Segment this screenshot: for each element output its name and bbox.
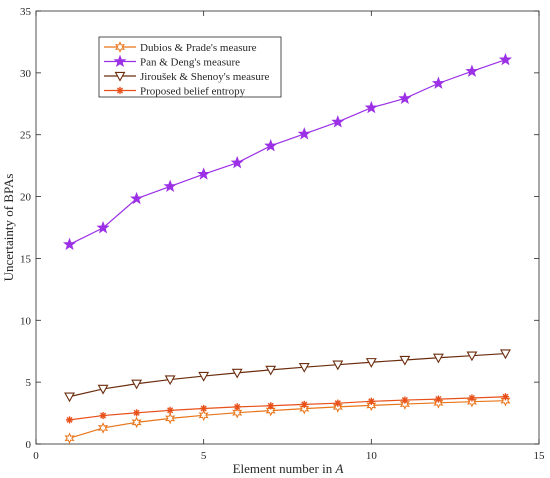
x-tick-label: 0 bbox=[33, 450, 39, 462]
data-point-series-0 bbox=[165, 412, 176, 425]
y-tick-label: 10 bbox=[20, 315, 32, 327]
data-point-series-0 bbox=[131, 416, 142, 429]
y-tick-label: 15 bbox=[20, 253, 32, 265]
y-tick-label: 5 bbox=[26, 377, 32, 389]
data-point-series-2 bbox=[265, 365, 277, 376]
data-point-series-2 bbox=[97, 384, 109, 395]
y-tick-label: 20 bbox=[20, 192, 32, 204]
data-point-series-1 bbox=[63, 237, 77, 251]
legend-label: Pan & Deng's measure bbox=[140, 57, 240, 69]
legend-marker bbox=[114, 41, 126, 53]
data-point-series-2 bbox=[332, 360, 344, 371]
legend-label: Dubios & Prade's measure bbox=[140, 42, 257, 54]
data-point-series-1 bbox=[163, 179, 177, 192]
data-point-series-0 bbox=[466, 395, 477, 408]
legend-label: Proposed belief entropy bbox=[140, 86, 246, 98]
data-point-series-3 bbox=[300, 400, 308, 409]
data-point-series-0 bbox=[265, 404, 276, 417]
data-point-series-3 bbox=[334, 399, 342, 407]
series-line-2 bbox=[69, 352, 506, 398]
data-point-series-3 bbox=[166, 406, 174, 414]
data-point-series-3 bbox=[501, 393, 510, 401]
y-tick-label: 0 bbox=[26, 439, 32, 451]
series-line-3 bbox=[69, 396, 506, 421]
data-point-series-2 bbox=[432, 353, 444, 364]
data-point-series-0 bbox=[500, 394, 511, 407]
data-point-series-3 bbox=[133, 409, 141, 417]
data-point-series-2 bbox=[64, 392, 75, 403]
data-point-series-1 bbox=[398, 91, 412, 105]
x-tick-label: 5 bbox=[201, 450, 207, 462]
data-point-series-3 bbox=[434, 395, 442, 403]
data-point-series-2 bbox=[466, 351, 478, 362]
y-tick-label: 25 bbox=[20, 130, 32, 142]
data-point-series-2 bbox=[500, 349, 511, 360]
x-tick-label: 15 bbox=[534, 450, 546, 462]
data-point-series-2 bbox=[198, 371, 210, 382]
legend-marker bbox=[114, 71, 126, 82]
legend: Dubios & Prade's measure Pan & Deng's mea… bbox=[98, 36, 282, 98]
data-point-series-0 bbox=[232, 406, 243, 419]
data-point-series-0 bbox=[98, 422, 109, 434]
data-point-series-3 bbox=[65, 416, 74, 424]
data-point-series-2 bbox=[131, 379, 143, 390]
axis-ticks: 0 5 10 15 0 5 10 15 20 25 30 35 bbox=[20, 6, 545, 462]
data-point-series-1 bbox=[130, 191, 144, 205]
data-point-series-3 bbox=[367, 397, 375, 405]
data-point-series-0 bbox=[399, 398, 410, 410]
data-point-series-1 bbox=[331, 115, 345, 128]
data-point-series-1 bbox=[465, 64, 479, 77]
data-point-series-1 bbox=[364, 100, 378, 114]
data-point-series-2 bbox=[399, 355, 411, 366]
x-tick-label: 10 bbox=[366, 450, 378, 462]
data-point-series-0 bbox=[64, 432, 75, 445]
legend-marker bbox=[113, 54, 127, 68]
data-point-series-3 bbox=[267, 402, 275, 410]
y-axis-label: Uncertainty of BPAs bbox=[1, 174, 16, 282]
data-point-series-1 bbox=[297, 127, 311, 140]
data-point-series-0 bbox=[198, 409, 209, 422]
data-point-series-3 bbox=[233, 403, 241, 411]
data-point-series-1 bbox=[197, 167, 211, 180]
data-point-series-1 bbox=[230, 155, 244, 169]
data-point-series-3 bbox=[468, 394, 476, 402]
data-point-series-2 bbox=[298, 363, 310, 373]
data-point-series-0 bbox=[299, 402, 310, 415]
series-markers bbox=[63, 52, 512, 445]
data-point-series-0 bbox=[433, 396, 444, 409]
legend-label: Jiroušek & Shenoy's measure bbox=[140, 71, 269, 83]
series-line-0 bbox=[69, 400, 506, 439]
data-point-series-3 bbox=[401, 396, 409, 404]
data-point-series-3 bbox=[99, 411, 107, 420]
legend-box bbox=[98, 36, 282, 98]
data-point-series-1 bbox=[96, 221, 110, 234]
legend-marker bbox=[116, 86, 124, 95]
data-point-series-0 bbox=[332, 401, 343, 413]
data-point-series-0 bbox=[366, 399, 377, 412]
x-axis-label: Element number in A bbox=[233, 461, 344, 476]
data-point-series-1 bbox=[431, 76, 445, 89]
data-point-series-2 bbox=[231, 368, 243, 379]
y-tick-label: 35 bbox=[20, 6, 32, 18]
y-tick-label: 30 bbox=[20, 68, 32, 80]
data-point-series-1 bbox=[498, 52, 512, 66]
data-point-series-2 bbox=[164, 375, 176, 386]
data-point-series-3 bbox=[200, 404, 208, 413]
data-point-series-1 bbox=[264, 138, 278, 152]
data-point-series-2 bbox=[365, 358, 377, 368]
